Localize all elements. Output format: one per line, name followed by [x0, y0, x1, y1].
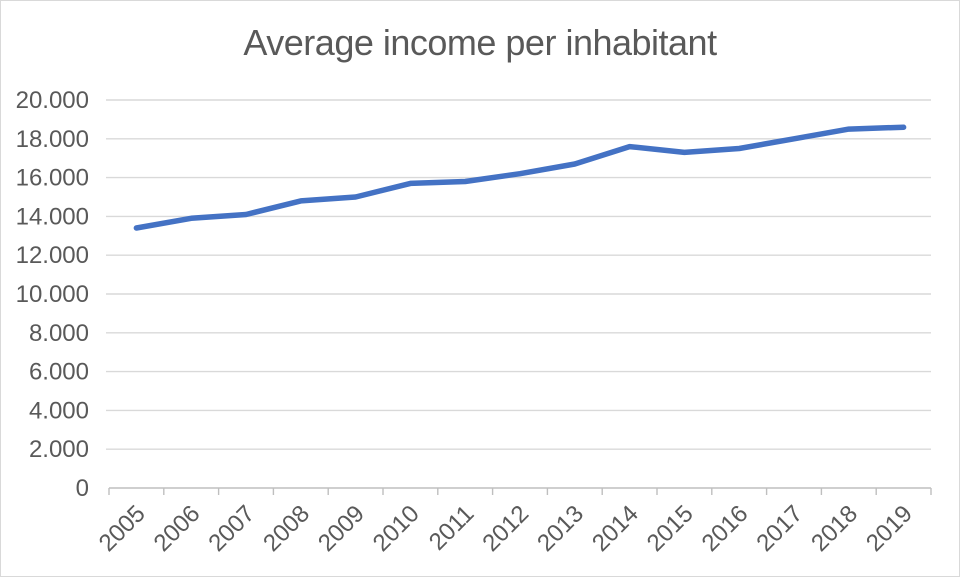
y-axis-label: 16.000	[16, 165, 89, 192]
x-axis-label: 2012	[477, 500, 534, 557]
income-series-line	[133, 124, 907, 231]
y-axis-label: 8.000	[29, 320, 89, 347]
x-axis-label: 2013	[532, 500, 589, 557]
x-axis-label: 2015	[642, 500, 699, 557]
x-axis-label: 2017	[751, 500, 808, 557]
x-axis-label: 2011	[424, 500, 480, 556]
y-axis-label: 0	[76, 475, 89, 502]
y-axis-label: 14.000	[16, 203, 89, 230]
x-axis-label: 2009	[313, 500, 370, 557]
x-axis-label: 2019	[861, 500, 918, 557]
x-axis-label: 2005	[94, 500, 151, 557]
y-axis-label: 20.000	[16, 87, 89, 114]
y-axis-label: 12.000	[16, 242, 89, 269]
x-axis-label: 2007	[203, 500, 260, 557]
x-axis-label: 2010	[368, 500, 425, 557]
x-axis-label: 2018	[806, 500, 863, 557]
y-axis-label: 6.000	[29, 359, 89, 386]
y-axis-label: 2.000	[29, 436, 89, 463]
x-axis-label: 2014	[587, 500, 644, 557]
y-axis-label: 18.000	[16, 126, 89, 153]
x-axis-label: 2008	[258, 500, 315, 557]
chart-title: Average income per inhabitant	[243, 22, 717, 63]
x-axis-label: 2016	[697, 500, 754, 557]
y-axis-label: 4.000	[29, 397, 89, 424]
x-axis-label: 2006	[149, 500, 206, 557]
y-axis-label: 10.000	[16, 281, 89, 308]
